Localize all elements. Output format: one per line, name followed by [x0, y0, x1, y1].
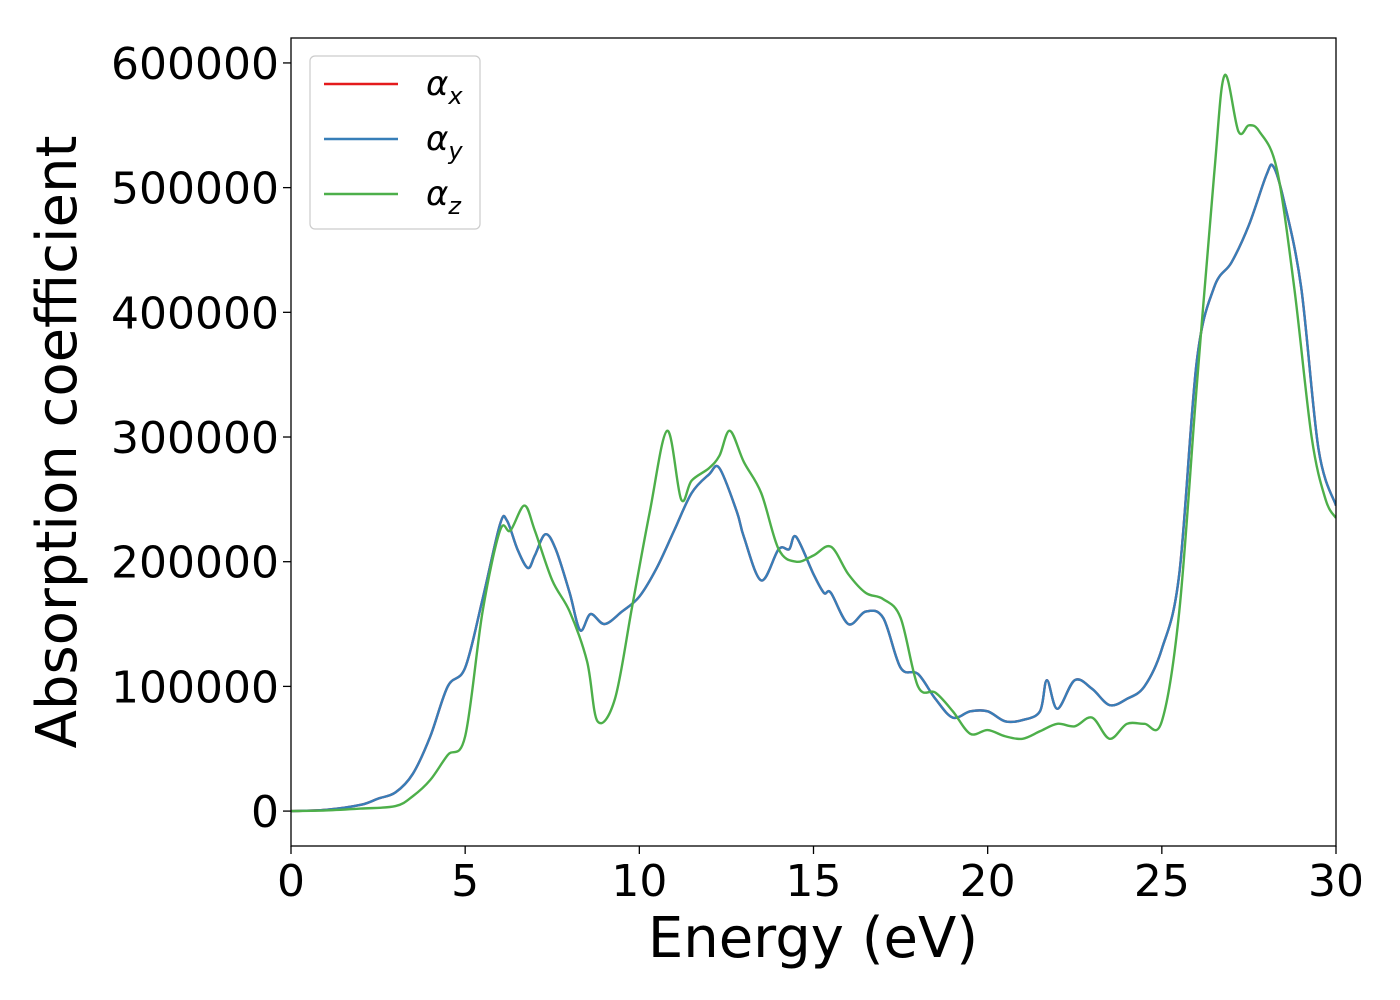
y-tick-label: 600000 [111, 39, 279, 90]
x-tick-label: 10 [611, 856, 667, 907]
y-tick-label: 300000 [111, 413, 279, 464]
x-tick-label: 25 [1134, 856, 1190, 907]
series-layer [291, 73, 1336, 813]
x-tick-label: 5 [451, 856, 479, 907]
x-tick-label: 0 [277, 856, 305, 907]
x-axis-label: Energy (eV) [648, 906, 978, 971]
x-tick-label: 20 [960, 856, 1016, 907]
x-tick-label: 15 [786, 856, 842, 907]
y-tick-label: 100000 [111, 662, 279, 713]
x-tick-label: 30 [1308, 856, 1364, 907]
series-line-alpha-x [291, 163, 1336, 813]
y-tick-label: 400000 [111, 288, 279, 339]
series-line-alpha-z [291, 73, 1336, 813]
y-tick-label: 500000 [111, 164, 279, 215]
y-axis-label: Absorption coefficient [25, 136, 90, 749]
legend-box [309, 55, 481, 230]
series-line-alpha-y [291, 163, 1336, 813]
x-axis: 0 5 10 15 20 25 30 [277, 846, 1364, 907]
y-tick-label: 200000 [111, 538, 279, 589]
y-tick-label: 0 [251, 787, 279, 838]
legend-label-alpha-z: αz [426, 174, 462, 220]
y-axis: 0 100000 200000 300000 400000 500000 600000 [111, 39, 291, 838]
